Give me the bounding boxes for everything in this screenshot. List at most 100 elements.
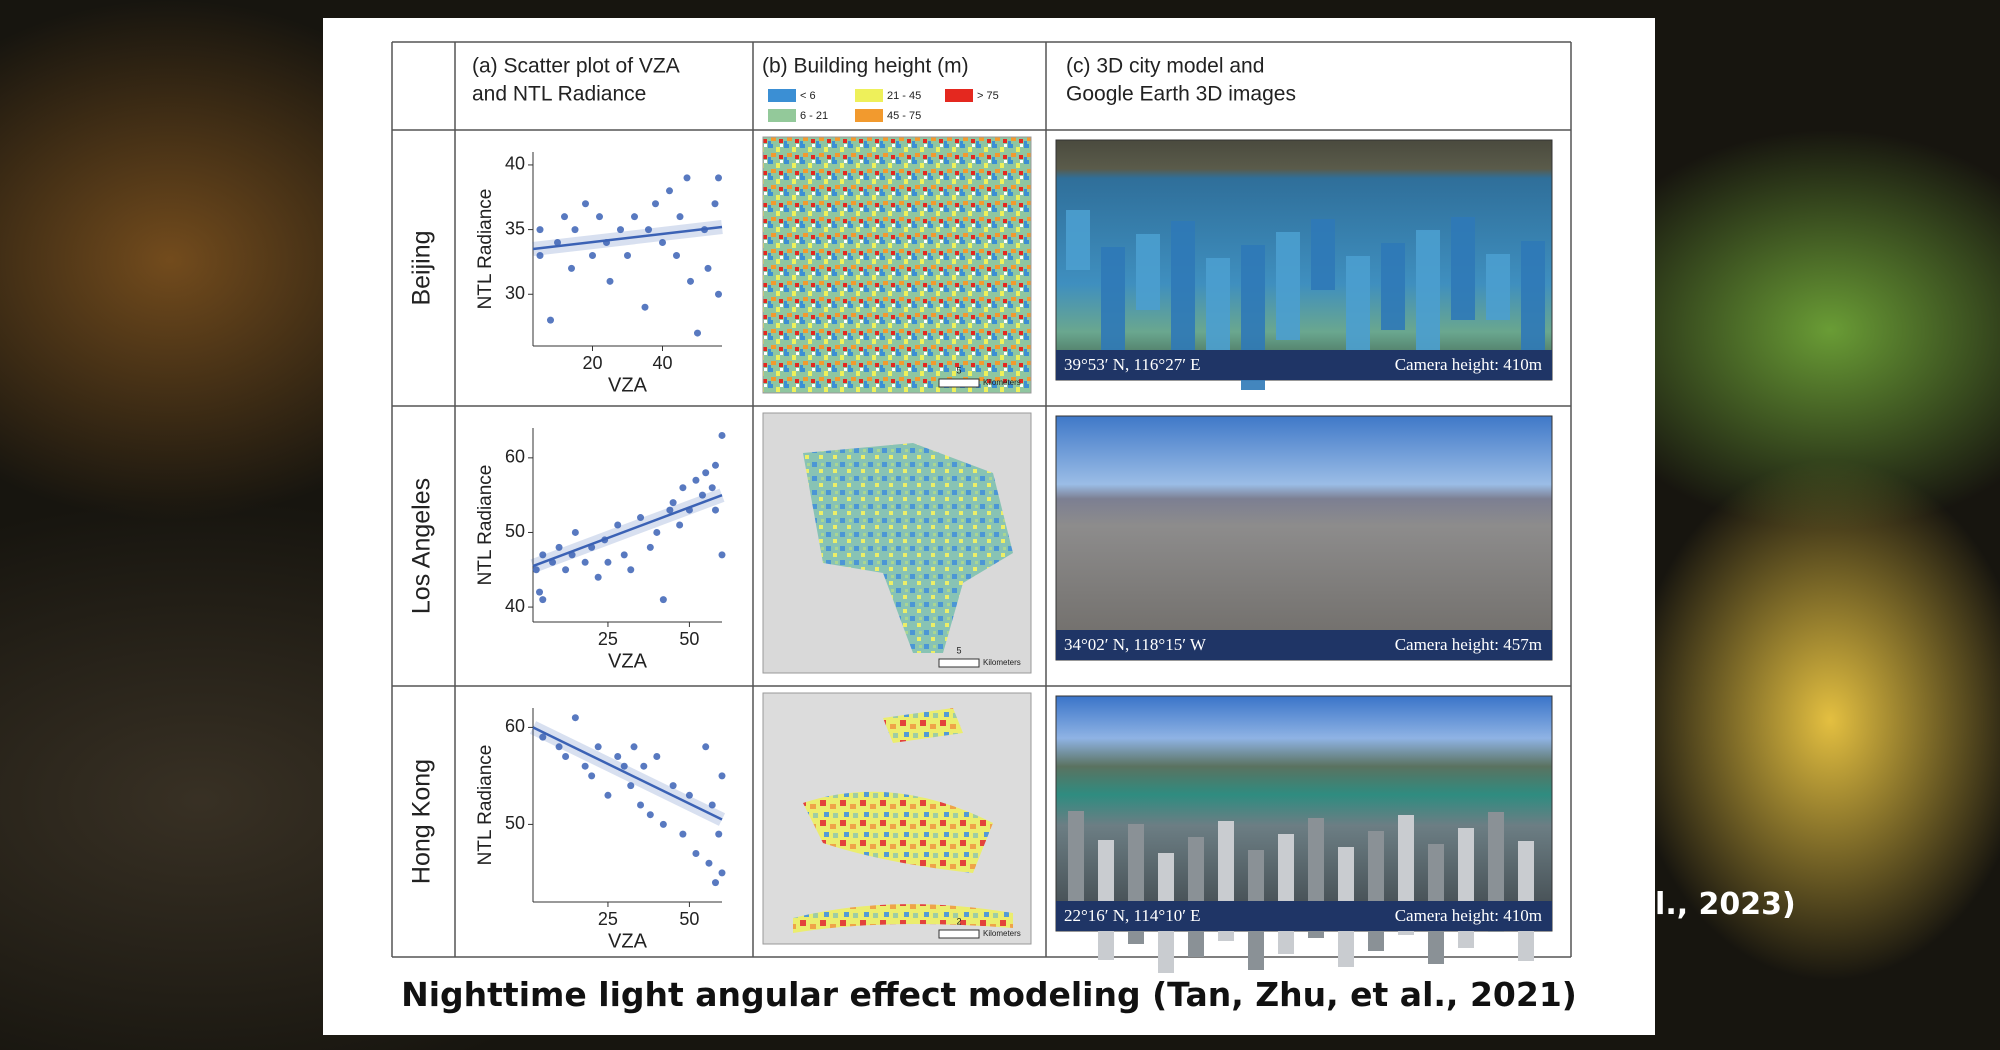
- photo-building: [1098, 840, 1114, 960]
- scatter-point: [539, 596, 547, 604]
- legend-swatch: [855, 109, 883, 122]
- scatter-point: [561, 213, 568, 221]
- legend-label: 21 - 45: [887, 90, 921, 102]
- scatter-point: [589, 251, 596, 259]
- x-axis-label: VZA: [608, 374, 648, 396]
- scatter-point: [581, 558, 589, 566]
- scale-bar: [938, 929, 980, 939]
- scatter-point: [539, 551, 547, 559]
- scale-bar: [938, 378, 980, 388]
- column-header: and NTL Radiance: [472, 83, 646, 106]
- photo-coords: 39°53′ N, 116°27′ E: [1064, 355, 1201, 374]
- scatter-point: [562, 753, 570, 760]
- y-tick-label: 50: [505, 521, 525, 541]
- scatter-point: [669, 499, 677, 507]
- scatter-point: [614, 521, 622, 529]
- scatter-point: [715, 830, 723, 838]
- scatter-point: [555, 743, 563, 751]
- scatter-point: [614, 753, 622, 760]
- scatter-point: [536, 588, 544, 596]
- scale-value: 2: [956, 916, 961, 926]
- photo-building: [1066, 210, 1090, 270]
- city-photo: [1055, 415, 1553, 661]
- scatter-point: [536, 226, 544, 234]
- photo-coords: 22°16′ N, 114°10′ E: [1064, 906, 1201, 925]
- y-tick-label: 60: [505, 716, 525, 736]
- scatter-point: [676, 521, 684, 529]
- scatter-point: [659, 596, 667, 604]
- y-tick-label: 35: [505, 218, 525, 238]
- y-axis-label: NTL Radiance: [475, 465, 496, 586]
- photo-coords: 34°02′ N, 118°15′ W: [1064, 635, 1207, 654]
- x-axis-label: VZA: [608, 650, 648, 672]
- x-tick-label: 25: [598, 909, 618, 929]
- scatter-point: [571, 226, 579, 234]
- scatter-point: [627, 566, 635, 574]
- scatter-point: [596, 213, 603, 221]
- legend-swatch: [768, 109, 796, 122]
- y-tick-label: 40: [505, 596, 525, 616]
- scatter-point: [711, 879, 719, 887]
- photo-building: [1101, 247, 1125, 360]
- scatter-point: [704, 264, 712, 272]
- scatter-point: [637, 514, 645, 522]
- scatter-point: [582, 200, 589, 208]
- scatter-point: [676, 213, 684, 221]
- scatter-point: [640, 762, 648, 770]
- scatter-point: [604, 791, 612, 799]
- scatter-point: [659, 820, 667, 828]
- scale-value: 5: [956, 645, 961, 655]
- scatter-point: [679, 484, 687, 492]
- building-map-area: [793, 904, 1013, 933]
- scatter-point: [698, 491, 706, 499]
- y-tick-label: 30: [505, 283, 525, 303]
- scatter-point: [711, 506, 719, 514]
- column-header: (a) Scatter plot of VZA: [472, 55, 680, 78]
- legend-label: < 6: [800, 90, 816, 102]
- photo-building: [1486, 254, 1510, 320]
- photo-building: [1451, 217, 1475, 320]
- photo-building: [1521, 241, 1545, 360]
- legend-swatch: [768, 89, 796, 102]
- photo-building: [1311, 219, 1335, 290]
- y-tick-label: 40: [505, 154, 525, 174]
- y-tick-label: 60: [505, 447, 525, 467]
- scatter-point: [669, 782, 677, 790]
- trend-line: [532, 225, 723, 251]
- x-tick-label: 25: [598, 629, 618, 649]
- scatter-point: [604, 558, 612, 566]
- scatter-point: [715, 290, 722, 298]
- scatter-point: [571, 714, 579, 722]
- building-map-area: [803, 791, 993, 873]
- legend-swatch: [855, 89, 883, 102]
- scatter-point: [708, 484, 716, 492]
- x-axis-label: VZA: [608, 930, 648, 952]
- scatter-point: [594, 573, 602, 581]
- scatter-point: [571, 528, 579, 536]
- scatter-point: [555, 543, 563, 551]
- column-header: (c) 3D city model and: [1066, 55, 1264, 78]
- x-tick-label: 20: [582, 353, 602, 373]
- legend-swatch: [945, 89, 973, 102]
- photo-building: [1206, 258, 1230, 350]
- scatter-point: [659, 239, 666, 247]
- scatter-point: [624, 251, 631, 259]
- photo-building: [1368, 831, 1384, 951]
- scale-value: 5: [956, 365, 961, 375]
- scatter-point: [646, 811, 654, 819]
- y-tick-label: 50: [505, 813, 525, 833]
- scatter-point: [620, 551, 628, 559]
- city-label: Beijing: [408, 230, 436, 305]
- scatter-point: [646, 543, 654, 551]
- scatter-point: [645, 226, 652, 234]
- scatter-point: [588, 772, 596, 780]
- scatter-point: [683, 174, 691, 182]
- scatter-point: [679, 830, 687, 838]
- scatter-point: [536, 251, 544, 259]
- scatter-point: [568, 264, 575, 272]
- scatter-point: [702, 743, 710, 751]
- x-tick-label: 40: [652, 353, 672, 373]
- photo-building: [1381, 243, 1405, 330]
- scatter-point: [708, 801, 716, 809]
- legend-label: 45 - 75: [887, 110, 921, 122]
